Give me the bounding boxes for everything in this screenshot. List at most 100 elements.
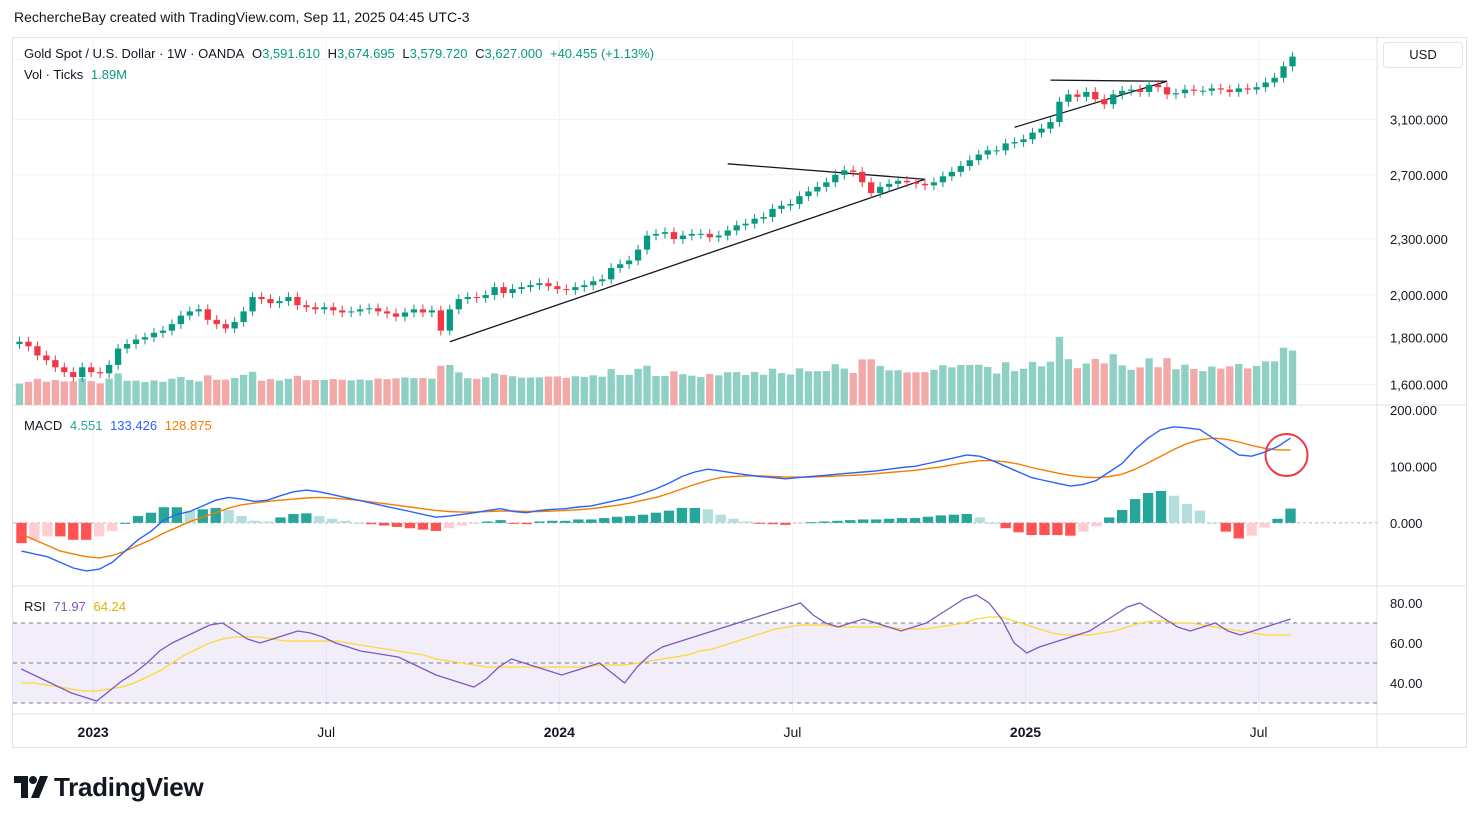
volume-bar bbox=[383, 379, 391, 405]
candle-body bbox=[1271, 77, 1278, 83]
candle-body bbox=[383, 311, 391, 314]
price-tick-label: 3,100.000 bbox=[1390, 112, 1448, 127]
time-tick-label: 2023 bbox=[78, 724, 109, 740]
candle-body bbox=[742, 223, 749, 226]
macd-histogram-bar bbox=[586, 519, 597, 523]
macd-histogram-bar bbox=[236, 516, 247, 523]
macd-histogram-bar bbox=[741, 521, 752, 523]
candle-body bbox=[1145, 84, 1153, 92]
macd-histogram-bar bbox=[145, 512, 157, 523]
macd-histogram-bar bbox=[197, 509, 208, 523]
volume-bar bbox=[1001, 362, 1010, 405]
low-label: L bbox=[402, 46, 410, 61]
volume-bar bbox=[661, 375, 669, 405]
volume-bar bbox=[311, 380, 320, 405]
candle-body bbox=[159, 330, 167, 333]
volume-bar bbox=[446, 364, 454, 405]
volume-bar bbox=[437, 365, 445, 405]
high-value: 3,674.695 bbox=[336, 46, 395, 61]
currency-selector[interactable]: USD bbox=[1383, 42, 1463, 68]
macd-histogram-bar bbox=[767, 522, 778, 525]
candle-body bbox=[832, 174, 839, 183]
volume-bar bbox=[293, 375, 302, 405]
macd-histogram-bar bbox=[935, 515, 947, 523]
candle-body bbox=[43, 355, 50, 361]
volume-bar bbox=[652, 376, 660, 405]
candle-body bbox=[123, 343, 131, 349]
candle-body bbox=[805, 191, 812, 197]
candle-body bbox=[912, 182, 920, 184]
macd-line bbox=[21, 426, 1291, 572]
candle-body bbox=[885, 183, 893, 187]
macd-histogram-bar bbox=[728, 518, 739, 523]
volume-value: 1.89M bbox=[90, 67, 128, 82]
macd-histogram-bar bbox=[1194, 510, 1206, 523]
volume-bar bbox=[607, 369, 615, 405]
volume-bar bbox=[428, 378, 436, 405]
volume-bar bbox=[1172, 369, 1180, 405]
candle-body bbox=[859, 171, 866, 183]
volume-bar bbox=[78, 378, 86, 405]
candle-body bbox=[1217, 88, 1224, 90]
volume-bar bbox=[526, 377, 535, 405]
volume-bar bbox=[1208, 366, 1216, 405]
close-label: C bbox=[475, 46, 485, 61]
macd-signal-value: 128.875 bbox=[164, 418, 212, 433]
volume-bar bbox=[230, 377, 239, 405]
candle-body bbox=[1262, 82, 1269, 88]
volume-label: Vol · Ticks bbox=[24, 67, 84, 82]
candle-body bbox=[688, 233, 695, 236]
symbol-legend: Gold Spot / U.S. Dollar · 1W · OANDA O3,… bbox=[24, 46, 658, 61]
volume-bar bbox=[1109, 354, 1117, 405]
macd-histogram-bar bbox=[1000, 522, 1011, 529]
macd-histogram-bar bbox=[1104, 517, 1115, 523]
macd-histogram-bar bbox=[534, 521, 545, 523]
volume-bar bbox=[508, 376, 517, 405]
macd-histogram-bar bbox=[301, 513, 312, 523]
volume-bar bbox=[419, 378, 427, 405]
volume-bar bbox=[903, 372, 911, 405]
candle-body bbox=[374, 308, 382, 312]
time-tick-label: Jul bbox=[317, 724, 335, 740]
volume-bar bbox=[921, 372, 929, 405]
volume-bar bbox=[248, 371, 257, 405]
volume-bar bbox=[535, 377, 544, 405]
candle-body bbox=[312, 307, 319, 310]
volume-bar bbox=[553, 376, 562, 405]
volume-bar bbox=[204, 375, 212, 405]
macd-histogram-bar bbox=[573, 519, 584, 523]
volume-bar bbox=[1279, 347, 1288, 405]
candle-body bbox=[608, 267, 615, 280]
candle-body bbox=[930, 182, 938, 186]
candle-body bbox=[88, 367, 95, 373]
candle-body bbox=[141, 337, 149, 340]
candle-body bbox=[966, 160, 973, 167]
volume-bar bbox=[849, 372, 857, 405]
macd-histogram-bar bbox=[1285, 508, 1296, 523]
candle-body bbox=[70, 372, 77, 378]
candle-body bbox=[751, 218, 758, 224]
candle-body bbox=[240, 311, 247, 322]
volume-bar bbox=[168, 378, 176, 405]
volume-bar bbox=[284, 378, 293, 405]
tradingview-logo-text: TradingView bbox=[54, 771, 204, 802]
macd-histogram-bar bbox=[650, 512, 662, 523]
macd-histogram-bar bbox=[16, 522, 27, 544]
macd-histogram-bar bbox=[81, 522, 92, 540]
volume-bar bbox=[132, 380, 140, 405]
macd-histogram-bar bbox=[521, 522, 532, 525]
macd-label: MACD bbox=[24, 418, 63, 433]
time-tick-label: 2024 bbox=[544, 724, 575, 740]
chart-frame[interactable] bbox=[12, 37, 1467, 748]
macd-histogram-bar bbox=[495, 520, 506, 523]
volume-bar bbox=[1136, 367, 1144, 405]
candle-body bbox=[267, 299, 274, 304]
candle-body bbox=[1154, 84, 1162, 88]
macd-histogram-bar bbox=[1026, 522, 1037, 536]
volume-bar bbox=[1199, 371, 1207, 405]
candle-body bbox=[715, 235, 722, 238]
macd-histogram-bar bbox=[443, 522, 454, 529]
candle-body bbox=[563, 289, 570, 291]
candle-body bbox=[34, 346, 41, 356]
